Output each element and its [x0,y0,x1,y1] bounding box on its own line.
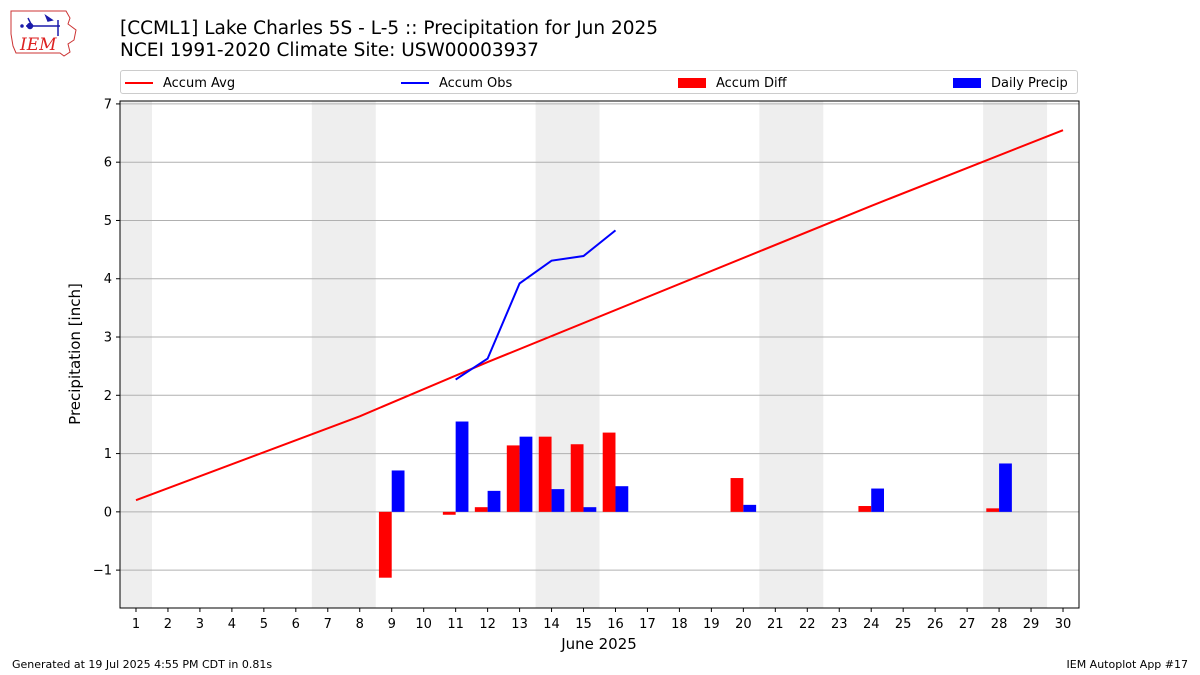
legend-item-accum-obs: Accum Obs [401,74,512,92]
accum-diff-bar [474,507,488,512]
plot-frame [119,100,1080,609]
y-tick-label: −1 [93,564,112,579]
x-tick-label: 30 [1055,617,1072,632]
x-tick-label: 17 [639,617,656,632]
title-line-2: NCEI 1991-2020 Climate Site: USW00003937 [120,40,539,61]
y-tick-label: 2 [104,389,112,404]
logo-text: IEM [19,35,57,55]
grid-lines [120,103,1079,571]
accum-diff-bar [986,508,1000,512]
daily-precip-bar [391,470,405,512]
daily-precip-bar [487,490,501,512]
x-tick-label: 18 [671,617,688,632]
x-tick-label: 11 [447,617,464,632]
x-tick-label: 29 [1023,617,1040,632]
daily-precip-bar [871,488,885,512]
x-tick-label: 3 [196,617,204,632]
accum-diff-bar [506,445,520,512]
accum-diff-bar [442,511,456,515]
y-tick-label: 6 [104,156,112,171]
x-tick-label: 24 [863,617,880,632]
daily-precip-swatch [953,78,981,88]
daily-precip-bar [583,507,597,512]
legend-label: Accum Avg [163,75,236,91]
accum-avg-swatch [125,82,153,84]
x-tick-label: 7 [324,617,332,632]
x-tick-label: 20 [735,617,752,632]
y-axis-label: Precipitation [inch] [66,283,84,425]
accum-avg-line [135,129,1064,502]
daily-precip-bar [999,463,1012,512]
daily-precip-bar [551,489,565,512]
x-tick-label: 5 [260,617,268,632]
x-tick-label: 12 [479,617,496,632]
y-tick-label: 5 [104,214,112,229]
iem-logo: IEM [10,10,77,57]
accum-diff-bar [858,506,872,512]
accum-diff-bar [602,432,616,512]
accum-diff-bar [538,436,552,512]
accum-diff-swatch [678,78,706,88]
x-tick-label: 4 [228,617,236,632]
x-axis-label: June 2025 [560,635,637,653]
x-tick-label: 26 [927,617,944,632]
footer-generated: Generated at 19 Jul 2025 4:55 PM CDT in … [12,658,273,671]
x-tick-label: 16 [607,617,624,632]
daily-precip-bar [519,436,533,512]
footer-app: IEM Autoplot App #17 [1066,658,1189,671]
y-tick-label: 3 [104,331,112,346]
legend-item-accum-avg: Accum Avg [125,74,235,92]
x-tick-label: 9 [388,617,396,632]
x-tick-label: 14 [543,617,560,632]
x-tick-label: 15 [575,617,592,632]
x-tick-label: 23 [831,617,848,632]
weekend-shading [120,101,1048,608]
legend-label: Accum Diff [716,75,787,91]
chart-title: [CCML1] Lake Charles 5S - L-5 :: Precipi… [120,18,658,62]
weather-station-icon [20,14,60,36]
weekend-band [535,101,600,608]
x-tick-label: 27 [959,617,976,632]
daily-precip-bar [615,486,629,512]
x-tick-label: 19 [703,617,720,632]
legend-item-accum-diff: Accum Diff [678,74,787,92]
legend: Accum Avg Accum Obs Accum Diff Daily Pre… [120,70,1078,94]
x-tick-label: 6 [292,617,300,632]
x-tick-label: 22 [799,617,816,632]
y-tick-label: 1 [104,447,112,462]
x-tick-label: 2 [164,617,172,632]
x-tick-label: 1 [132,617,140,632]
weekend-band [983,101,1048,608]
accum-diff-bar [570,444,584,512]
x-tick-label: 13 [511,617,528,632]
weekend-band [759,101,824,608]
legend-label: Daily Precip [991,75,1068,91]
weekend-band [311,101,376,608]
legend-label: Accum Obs [439,75,513,91]
x-tick-label: 8 [356,617,364,632]
bars [378,421,1012,578]
accum-obs-swatch [401,82,429,84]
daily-precip-bar [743,504,757,512]
title-line-1: [CCML1] Lake Charles 5S - L-5 :: Precipi… [120,18,659,39]
x-tick-label: 10 [415,617,432,632]
y-tick-label: 7 [104,97,112,112]
series-lines [135,129,1064,502]
legend-item-daily-precip: Daily Precip [953,74,1068,92]
y-tick-label: 4 [104,272,112,287]
y-tick-label: 0 [104,505,112,520]
accum-diff-bar [378,511,392,578]
weekend-band [120,101,152,608]
daily-precip-bar [455,421,469,512]
accum-diff-bar [730,478,744,512]
x-tick-label: 28 [991,617,1008,632]
iowa-outline-icon [10,10,77,57]
x-tick-label: 25 [895,617,912,632]
x-tick-label: 21 [767,617,784,632]
accum-obs-line [455,229,617,381]
